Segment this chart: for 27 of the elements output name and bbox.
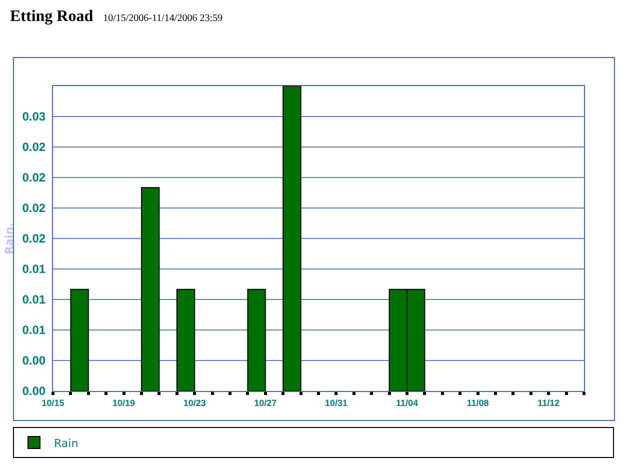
y-tick-label: 0.02 — [22, 140, 46, 154]
x-tick-label: 11/08 — [466, 398, 489, 408]
y-tick-label: 0.01 — [22, 262, 46, 276]
bar — [141, 187, 160, 391]
x-tick-label: 10/23 — [183, 398, 206, 408]
bar — [282, 86, 302, 391]
x-tick-label: 11/04 — [396, 398, 418, 408]
y-tick-label: 0.01 — [22, 323, 46, 338]
bar — [176, 288, 196, 391]
y-tick-label: 0.02 — [22, 201, 46, 216]
y-tick-label: 0.02 — [22, 170, 46, 185]
y-tick-label: 0.00 — [22, 384, 46, 398]
y-tick-label: 0.00 — [22, 354, 46, 368]
bar — [70, 288, 89, 391]
x-tick-label: 10/31 — [324, 398, 348, 408]
x-tick-label: 10/15 — [42, 398, 64, 408]
x-tick-label: 10/19 — [112, 398, 136, 408]
y-axis-title: Rain. — [2, 222, 16, 254]
bar — [247, 288, 266, 391]
y-tick-label: 0.01 — [22, 292, 46, 307]
chart-title: Etting Road — [10, 8, 94, 25]
legend-label: Rain — [54, 436, 78, 450]
x-tick-label: 10/27 — [254, 398, 277, 408]
chart-subtitle: 10/15/2006-11/14/2006 23:59 — [103, 13, 222, 24]
y-tick-label: 0.03 — [22, 110, 46, 124]
x-tick-label: 11/12 — [538, 398, 560, 408]
y-tick-label: 0.02 — [22, 232, 46, 246]
